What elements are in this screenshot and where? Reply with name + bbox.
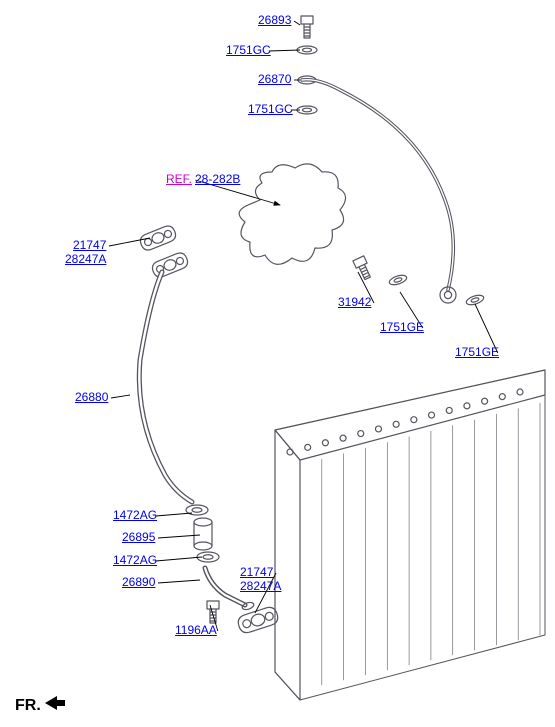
partlink-l28282b[interactable]: 28-282B (195, 172, 240, 186)
partlink-l26893[interactable]: 26893 (258, 13, 291, 27)
partlink-l1751ge2[interactable]: 1751GE (455, 345, 499, 359)
partlink-l28247ab[interactable]: 28247A (240, 579, 281, 593)
label-l1472ag1: 1472AG (113, 508, 157, 522)
label-l28247ab: 28247A (240, 579, 281, 593)
label-l26890: 26890 (122, 575, 155, 589)
partlink-l1472ag2[interactable]: 1472AG (113, 553, 157, 567)
label-l26870: 26870 (258, 72, 291, 86)
partlink-l1196aa[interactable]: 1196AA (175, 623, 217, 637)
label-l26895: 26895 (122, 530, 155, 544)
label-l1751gc2: 1751GC (248, 102, 293, 116)
label-lref: REF. (166, 172, 192, 186)
label-l26880: 26880 (75, 390, 108, 404)
label-l28282b: 28-282B (195, 172, 240, 186)
partlink-lref[interactable]: REF. (166, 172, 192, 186)
label-l1472ag2: 1472AG (113, 553, 157, 567)
label-l1751gc1: 1751GC (226, 43, 271, 57)
partlink-l26880[interactable]: 26880 (75, 390, 108, 404)
label-l28247aa: 28247A (65, 252, 106, 266)
partlink-l28247aa[interactable]: 28247A (65, 252, 106, 266)
partlink-l1751ge1[interactable]: 1751GE (380, 320, 424, 334)
partlink-l26870[interactable]: 26870 (258, 72, 291, 86)
label-l1196aa: 1196AA (175, 623, 217, 637)
label-l26893: 26893 (258, 13, 291, 27)
partlink-l21747a[interactable]: 21747 (73, 238, 106, 252)
partlink-l1751gc2[interactable]: 1751GC (248, 102, 293, 116)
partlink-l26890[interactable]: 26890 (122, 575, 155, 589)
fr-indicator: FR. (15, 696, 65, 715)
partlink-l26895[interactable]: 26895 (122, 530, 155, 544)
label-l1751ge1: 1751GE (380, 320, 424, 334)
fr-arrow-icon (45, 696, 65, 715)
diagram-canvas: 268931751GC268701751GCREF.28-282B2174728… (0, 0, 555, 727)
partlink-l21747b[interactable]: 21747 (240, 565, 273, 579)
label-l21747a: 21747 (73, 238, 106, 252)
label-l1751ge2: 1751GE (455, 345, 499, 359)
partlink-l1751gc1[interactable]: 1751GC (226, 43, 271, 57)
partlink-l1472ag1[interactable]: 1472AG (113, 508, 157, 522)
label-l21747b: 21747 (240, 565, 273, 579)
fr-text: FR. (15, 697, 41, 714)
label-l31942: 31942 (338, 295, 371, 309)
partlink-l31942[interactable]: 31942 (338, 295, 371, 309)
